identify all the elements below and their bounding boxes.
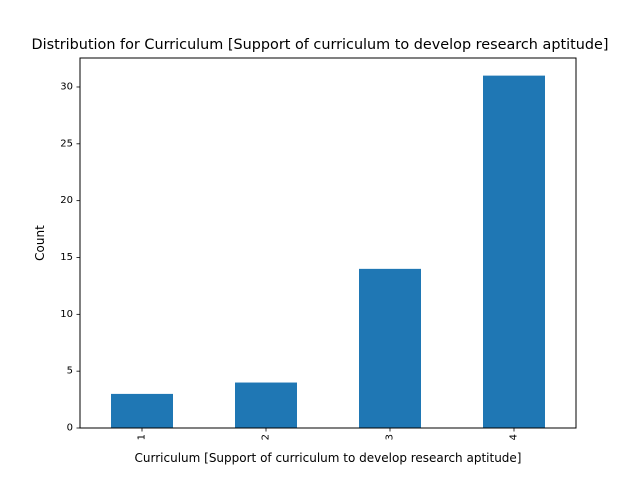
y-tick-label-20: 20 (60, 195, 73, 206)
x-tick-label-2: 2 (261, 434, 272, 440)
x-axis-label: Curriculum [Support of curriculum to dev… (135, 451, 522, 465)
plot-frame (79, 57, 577, 429)
x-tick-label-4: 4 (509, 434, 520, 440)
bar-2 (235, 382, 297, 428)
y-tick-label-10: 10 (60, 309, 73, 320)
bar-3 (359, 268, 421, 428)
y-tick-label-5: 5 (67, 366, 73, 377)
bars-group (111, 75, 545, 428)
y-axis-label: Count (33, 225, 47, 261)
y-tick-label-15: 15 (60, 252, 73, 263)
chart-title: Distribution for Curriculum [Support of … (32, 37, 609, 53)
y-axis-ticks: 0 5 10 15 20 25 30 (60, 81, 80, 434)
bar-4 (483, 75, 545, 428)
bar-1 (111, 393, 173, 428)
y-tick-label-25: 25 (60, 138, 73, 149)
y-tick-label-30: 30 (60, 81, 73, 92)
x-tick-label-1: 1 (137, 434, 148, 440)
x-tick-label-3: 3 (385, 434, 396, 440)
y-tick-label-0: 0 (67, 423, 73, 434)
x-axis-ticks: 1 2 3 4 (137, 428, 520, 440)
